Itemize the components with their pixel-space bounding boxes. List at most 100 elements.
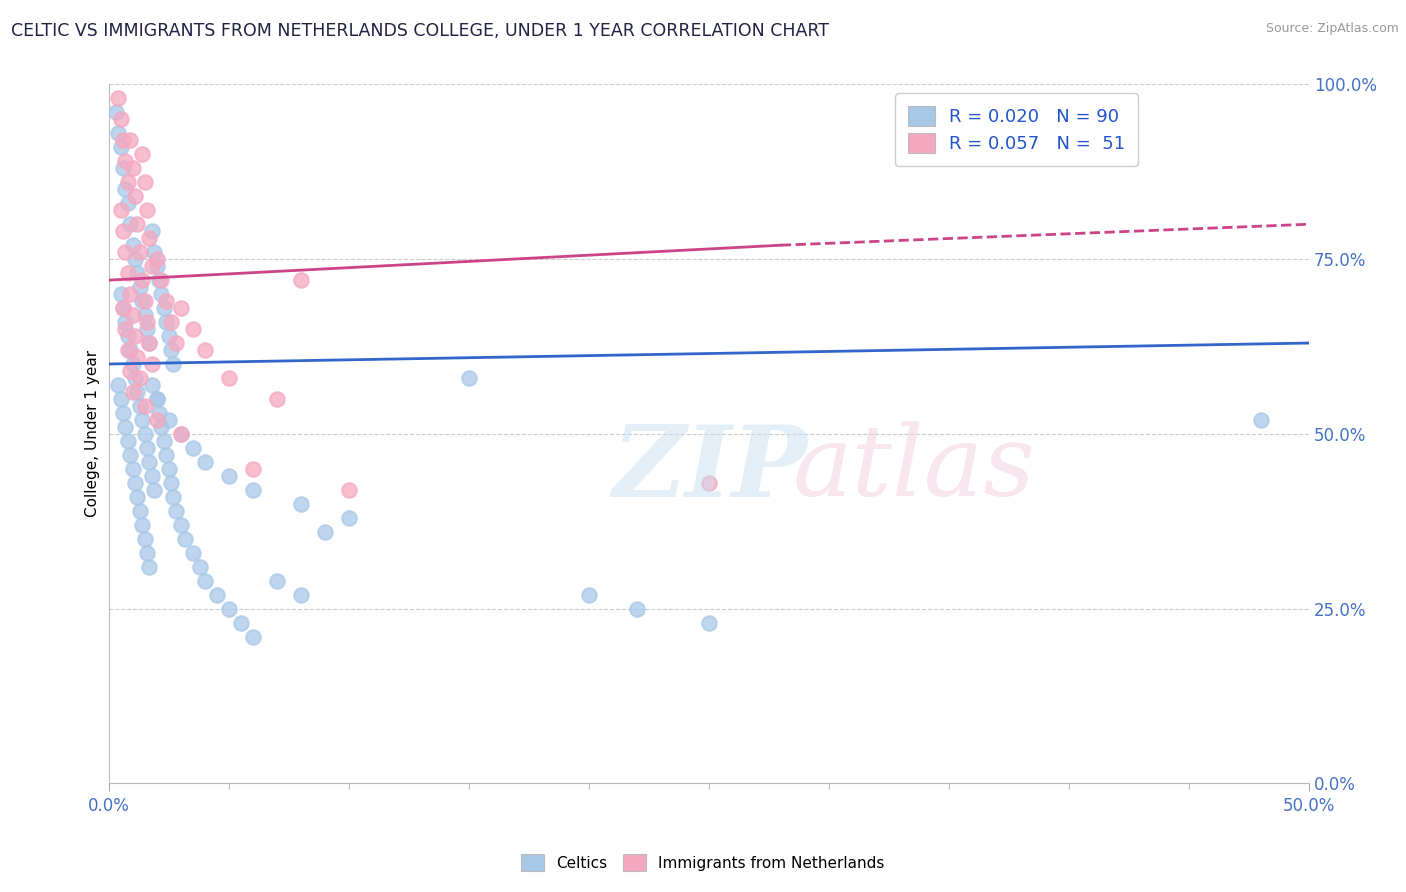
Point [194, 343, 217, 357]
Point [121, 462, 143, 476]
Point [110, 287, 132, 301]
Text: CELTIC VS IMMIGRANTS FROM NETHERLANDS COLLEGE, UNDER 1 YEAR CORRELATION CHART: CELTIC VS IMMIGRANTS FROM NETHERLANDS CO… [11, 22, 830, 40]
Point [290, 588, 312, 602]
Point [127, 384, 149, 399]
Point [117, 196, 139, 211]
Point [114, 322, 136, 336]
Point [120, 287, 142, 301]
Point [141, 259, 163, 273]
Point [120, 217, 142, 231]
Point [121, 238, 143, 252]
Point [143, 245, 166, 260]
Point [128, 504, 150, 518]
Point [114, 245, 136, 260]
Point [165, 336, 187, 351]
Point [120, 133, 142, 147]
Point [138, 559, 160, 574]
Point [162, 490, 184, 504]
Point [121, 357, 143, 371]
Point [134, 294, 156, 309]
Point [131, 413, 153, 427]
Point [138, 336, 160, 351]
Point [1250, 413, 1272, 427]
Point [457, 371, 479, 385]
Point [107, 91, 129, 105]
Point [138, 336, 160, 351]
Point [266, 574, 288, 588]
Point [112, 224, 135, 238]
Point [155, 315, 177, 329]
Point [121, 308, 143, 322]
Point [136, 546, 159, 560]
Point [107, 378, 129, 392]
Point [128, 245, 150, 260]
Point [136, 315, 159, 329]
Point [136, 322, 159, 336]
Point [157, 413, 180, 427]
Point [148, 406, 170, 420]
Point [145, 392, 167, 406]
Point [160, 315, 183, 329]
Point [117, 266, 139, 280]
Text: ZIP: ZIP [613, 421, 808, 517]
Point [157, 329, 180, 343]
Legend: Celtics, Immigrants from Netherlands: Celtics, Immigrants from Netherlands [516, 848, 890, 877]
Point [145, 413, 167, 427]
Point [145, 259, 167, 273]
Point [117, 343, 139, 357]
Point [143, 483, 166, 497]
Point [124, 371, 146, 385]
Point [131, 294, 153, 309]
Point [165, 504, 187, 518]
Point [131, 273, 153, 287]
Point [112, 301, 135, 315]
Point [153, 434, 176, 448]
Point [148, 273, 170, 287]
Point [120, 343, 142, 357]
Point [114, 154, 136, 169]
Point [141, 378, 163, 392]
Point [136, 203, 159, 218]
Point [205, 588, 228, 602]
Point [337, 483, 360, 497]
Point [290, 273, 312, 287]
Point [112, 133, 135, 147]
Point [110, 392, 132, 406]
Point [160, 475, 183, 490]
Point [131, 147, 153, 161]
Point [117, 175, 139, 189]
Point [141, 468, 163, 483]
Point [112, 301, 135, 315]
Point [169, 426, 191, 441]
Point [181, 441, 204, 455]
Point [145, 252, 167, 267]
Point [120, 448, 142, 462]
Point [266, 392, 288, 406]
Point [110, 203, 132, 218]
Point [120, 364, 142, 378]
Point [112, 161, 135, 176]
Point [124, 189, 146, 203]
Text: atlas: atlas [793, 421, 1036, 516]
Point [181, 546, 204, 560]
Point [134, 308, 156, 322]
Point [134, 175, 156, 189]
Point [114, 420, 136, 434]
Point [155, 294, 177, 309]
Point [114, 315, 136, 329]
Point [162, 357, 184, 371]
Point [242, 462, 264, 476]
Point [169, 517, 191, 532]
Point [112, 406, 135, 420]
Point [110, 112, 132, 127]
Point [169, 426, 191, 441]
Point [578, 588, 600, 602]
Point [141, 224, 163, 238]
Point [134, 426, 156, 441]
Point [697, 615, 720, 630]
Point [121, 161, 143, 176]
Point [127, 490, 149, 504]
Point [128, 280, 150, 294]
Point [110, 140, 132, 154]
Point [194, 574, 217, 588]
